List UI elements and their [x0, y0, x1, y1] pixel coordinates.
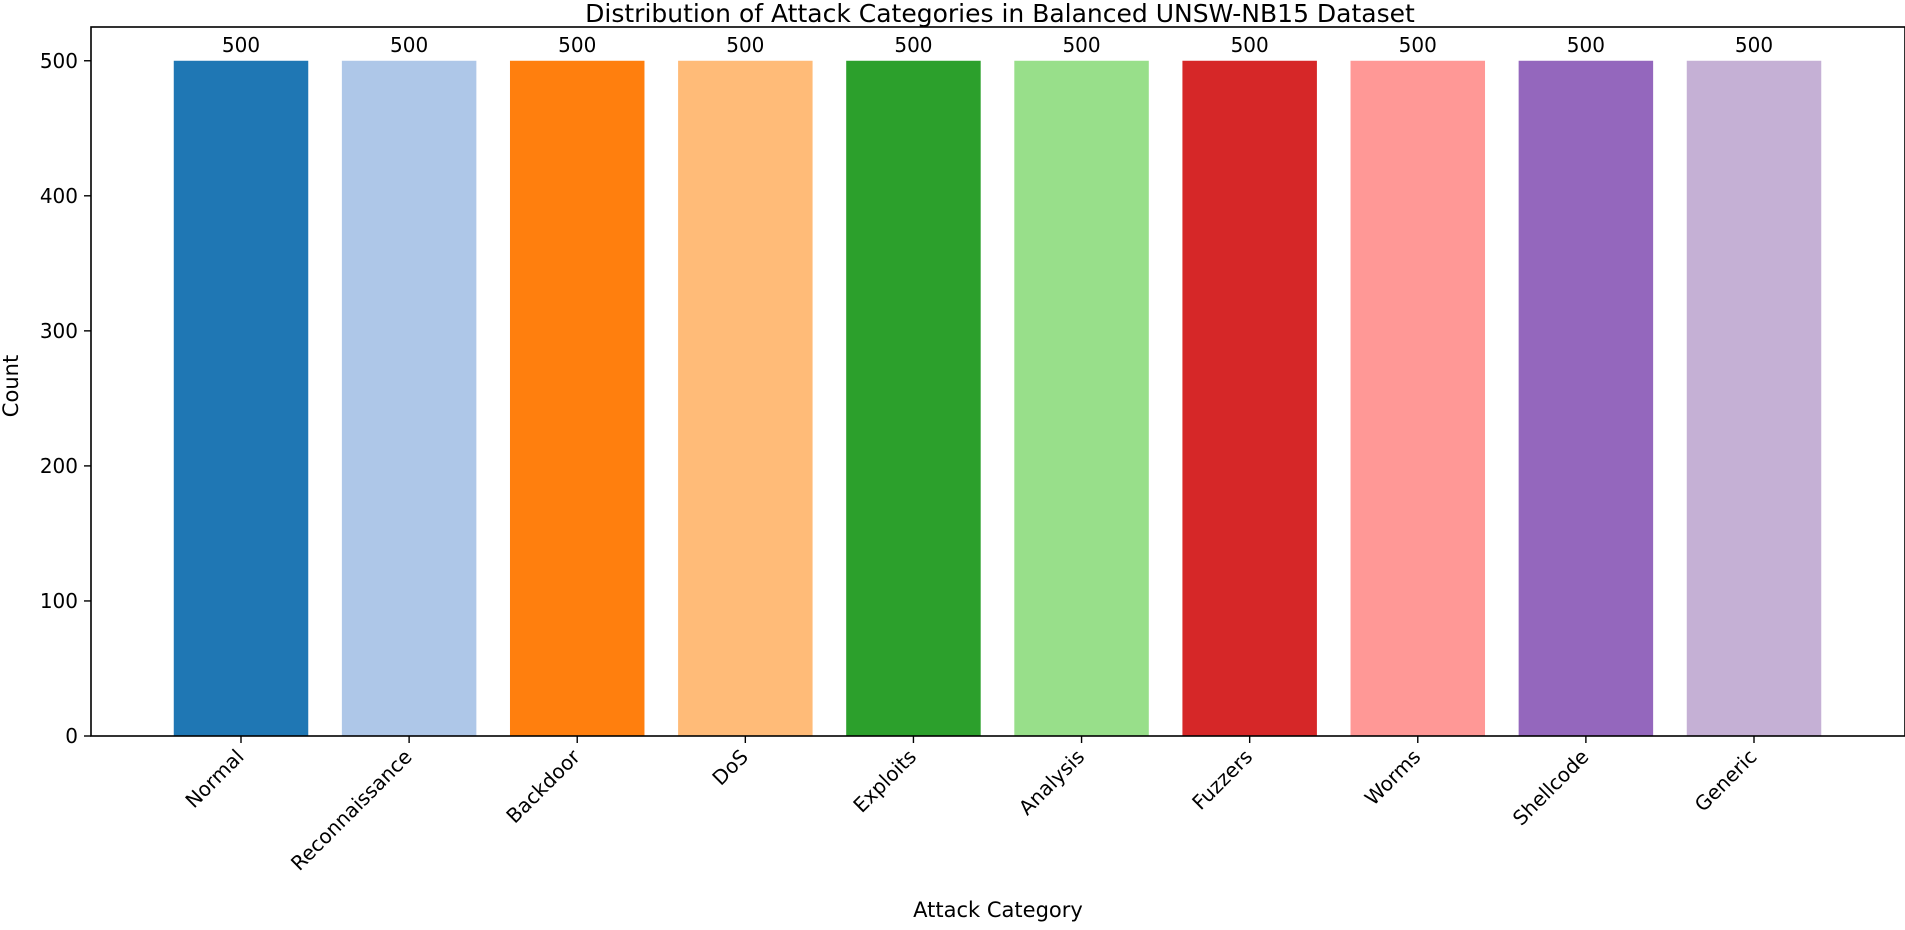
x-tick-label-generic: Generic	[1690, 745, 1762, 817]
y-tick-label-200: 200	[40, 454, 78, 478]
x-tick-label-worms: Worms	[1360, 745, 1425, 810]
y-tick-label-100: 100	[40, 589, 78, 613]
x-tick-label-normal: Normal	[180, 745, 248, 813]
bar-value-label-normal: 500	[222, 33, 260, 57]
x-axis-label: Attack Category	[913, 898, 1083, 922]
bar-value-label-dos: 500	[726, 33, 764, 57]
bar-value-labels: 500 500 500 500 500 500 500 500 500 500	[222, 33, 1773, 57]
bar-normal	[173, 60, 309, 736]
y-tick-label-0: 0	[65, 724, 78, 748]
x-axis: Normal Reconnaissance Backdoor DoS Exploits A…	[180, 736, 1762, 876]
bar-value-label-reconnaissance: 500	[390, 33, 428, 57]
bar-shellcode	[1518, 60, 1654, 736]
bar-reconnaissance	[341, 60, 477, 736]
x-tick-label-backdoor: Backdoor	[501, 744, 585, 828]
bar-value-label-analysis: 500	[1062, 33, 1100, 57]
bar-value-label-exploits: 500	[894, 33, 932, 57]
bar-value-label-generic: 500	[1735, 33, 1773, 57]
bar-exploits	[846, 60, 981, 736]
y-axis: 0 100 200 300 400 500	[40, 49, 91, 748]
x-tick-label-reconnaissance: Reconnaissance	[286, 745, 417, 876]
bar-generic	[1686, 60, 1822, 736]
bar-worms	[1350, 60, 1486, 736]
x-tick-label-fuzzers: Fuzzers	[1187, 745, 1257, 815]
bars-group	[173, 60, 1822, 736]
y-tick-label-500: 500	[40, 49, 78, 73]
x-tick-label-exploits: Exploits	[848, 745, 921, 818]
bar-analysis	[1014, 60, 1149, 736]
plot-frame	[90, 26, 1905, 737]
bar-fuzzers	[1182, 60, 1317, 736]
bar-value-label-fuzzers: 500	[1231, 33, 1269, 57]
y-axis-label: Count	[0, 355, 23, 417]
bar-value-label-backdoor: 500	[558, 33, 596, 57]
x-tick-label-analysis: Analysis	[1014, 745, 1089, 820]
x-tick-label-dos: DoS	[707, 745, 752, 790]
bar-value-label-shellcode: 500	[1567, 33, 1605, 57]
y-tick-label-300: 300	[40, 319, 78, 343]
bar-value-label-worms: 500	[1399, 33, 1437, 57]
y-tick-label-400: 400	[40, 184, 78, 208]
chart-title: Distribution of Attack Categories in Bal…	[585, 0, 1415, 28]
x-tick-label-shellcode: Shellcode	[1508, 745, 1594, 831]
bar-dos	[678, 60, 813, 736]
bar-backdoor	[509, 60, 645, 736]
